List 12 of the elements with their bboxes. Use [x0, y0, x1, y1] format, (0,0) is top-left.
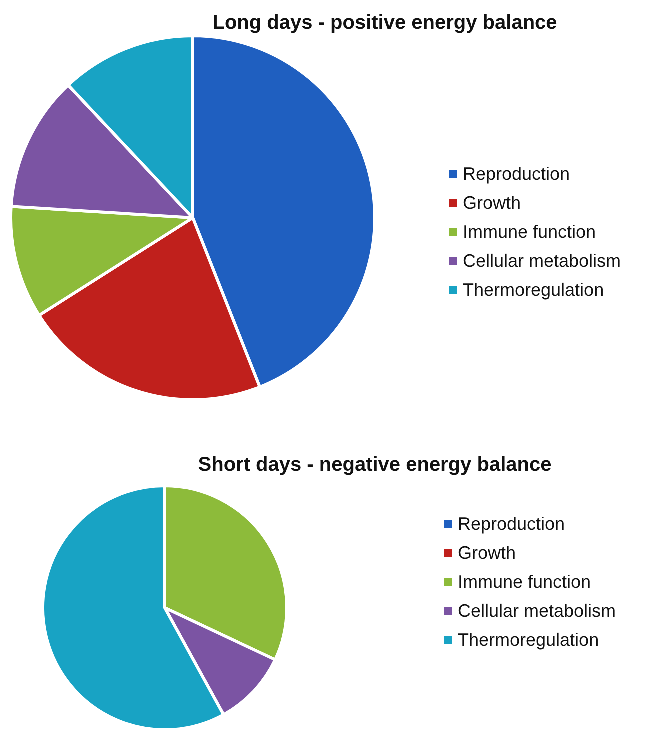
chart-title: Long days - positive energy balance [212, 12, 558, 34]
legend-label: Cellular metabolism [463, 251, 622, 271]
chart-title: Short days - negative energy balance [198, 454, 552, 476]
legend-label: Immune function [463, 222, 596, 242]
legend-label: Reproduction [458, 514, 566, 534]
legend-label: Growth [458, 543, 516, 563]
legend-label: Growth [463, 193, 522, 213]
legend-label: Thermoregulation [463, 280, 604, 300]
legend-label: Thermoregulation [458, 630, 600, 650]
legend-label: Cellular metabolism [458, 601, 616, 621]
legend-label: Reproduction [463, 164, 570, 184]
legend-label: Immune function [458, 572, 592, 592]
